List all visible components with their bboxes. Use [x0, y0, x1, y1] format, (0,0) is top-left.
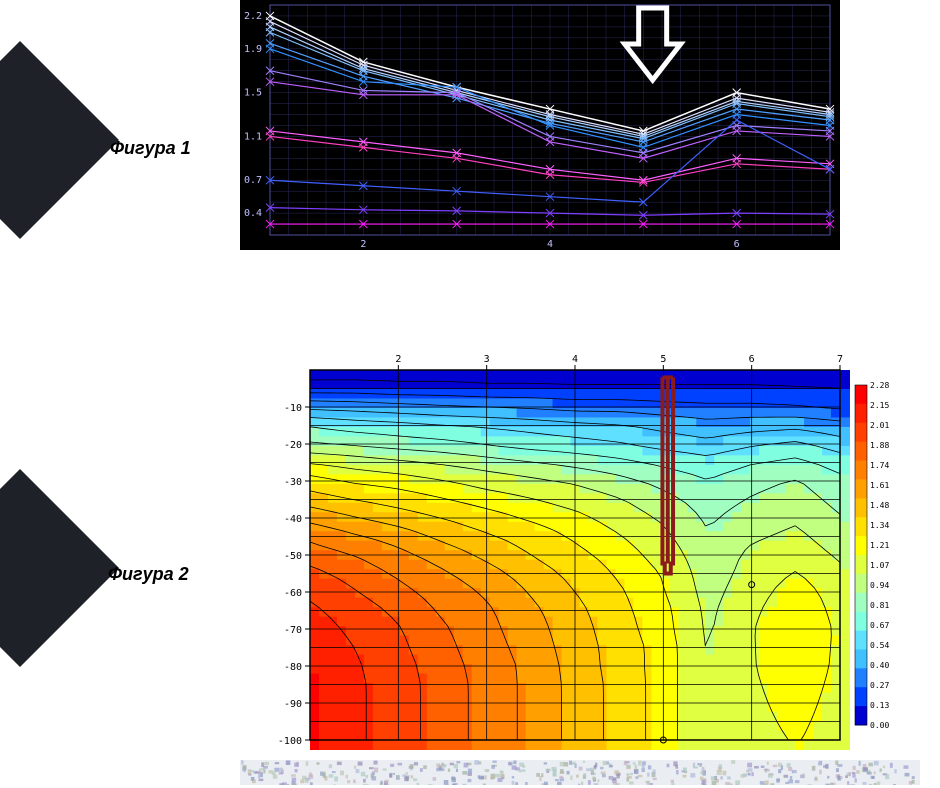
- svg-text:4: 4: [547, 239, 553, 250]
- svg-text:-60: -60: [284, 588, 302, 599]
- svg-text:0.54: 0.54: [870, 641, 889, 650]
- svg-text:0.94: 0.94: [870, 581, 889, 590]
- svg-text:5: 5: [660, 354, 666, 365]
- svg-text:2.15: 2.15: [870, 401, 889, 410]
- svg-text:1.5: 1.5: [244, 88, 262, 99]
- svg-text:0.81: 0.81: [870, 601, 889, 610]
- svg-text:0.40: 0.40: [870, 661, 889, 670]
- svg-text:-30: -30: [284, 477, 302, 488]
- figure2-chart: 2 3 4 5 6 7 -10 -20 -30 -40 -50 -60 -70 -80 -90 -100 2.2…: [260, 350, 900, 750]
- svg-text:0.4: 0.4: [244, 208, 262, 219]
- svg-text:6: 6: [734, 239, 740, 250]
- svg-text:3: 3: [484, 354, 490, 365]
- svg-text:0.13: 0.13: [870, 701, 889, 710]
- figure2-pointer-shape: [0, 469, 119, 667]
- svg-text:2.01: 2.01: [870, 421, 889, 430]
- svg-text:-10: -10: [284, 403, 302, 414]
- svg-text:7: 7: [837, 354, 843, 365]
- svg-text:-80: -80: [284, 662, 302, 673]
- svg-text:2: 2: [360, 239, 366, 250]
- figure1-pointer-shape: [0, 41, 119, 239]
- svg-text:2: 2: [395, 354, 401, 365]
- svg-text:-70: -70: [284, 625, 302, 636]
- svg-text:1.07: 1.07: [870, 561, 889, 570]
- svg-text:1.1: 1.1: [244, 131, 262, 142]
- svg-text:2.28: 2.28: [870, 381, 889, 390]
- svg-text:0.7: 0.7: [244, 175, 262, 186]
- svg-text:0.00: 0.00: [870, 721, 889, 730]
- svg-text:1.9: 1.9: [244, 44, 262, 55]
- svg-text:-40: -40: [284, 514, 302, 525]
- svg-text:1.88: 1.88: [870, 441, 889, 450]
- svg-text:2.2: 2.2: [244, 11, 262, 22]
- figure1-chart: 0.4 0.7 1.1 1.5 1.9 2.2 2 4 6: [240, 0, 840, 250]
- svg-text:0.27: 0.27: [870, 681, 889, 690]
- svg-text:-20: -20: [284, 440, 302, 451]
- svg-text:0.67: 0.67: [870, 621, 889, 630]
- svg-text:-50: -50: [284, 551, 302, 562]
- svg-text:6: 6: [749, 354, 755, 365]
- svg-text:1.61: 1.61: [870, 481, 889, 490]
- svg-text:4: 4: [572, 354, 578, 365]
- figure2-label: Фигура 2: [108, 564, 189, 585]
- figure1-label: Фигура 1: [110, 138, 191, 159]
- svg-text:1.48: 1.48: [870, 501, 889, 510]
- svg-text:1.21: 1.21: [870, 541, 889, 550]
- svg-text:1.74: 1.74: [870, 461, 889, 470]
- noise-strip: [240, 760, 920, 785]
- svg-text:-90: -90: [284, 699, 302, 710]
- svg-text:-100: -100: [278, 736, 302, 747]
- svg-text:1.34: 1.34: [870, 521, 889, 530]
